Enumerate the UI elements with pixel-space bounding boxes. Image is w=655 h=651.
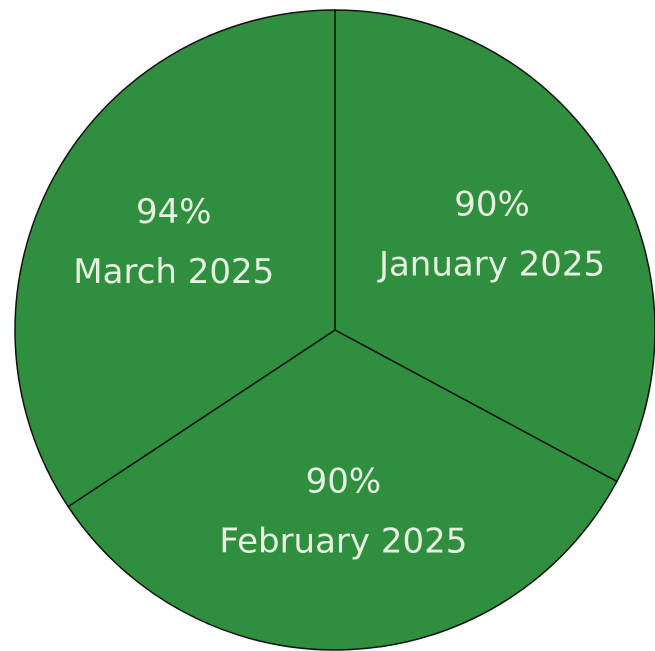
slice-category-label: March 2025 [73,252,274,292]
pie-slice [67,329,618,651]
pie-slice [14,9,336,508]
slice-value-label: 94% [136,192,212,232]
slice-value-label: 90% [454,185,530,225]
pie-slice [334,9,655,483]
slice-category-label: January 2025 [377,245,605,285]
slice-value-label: 90% [306,461,382,501]
slice-category-label: February 2025 [219,521,467,561]
